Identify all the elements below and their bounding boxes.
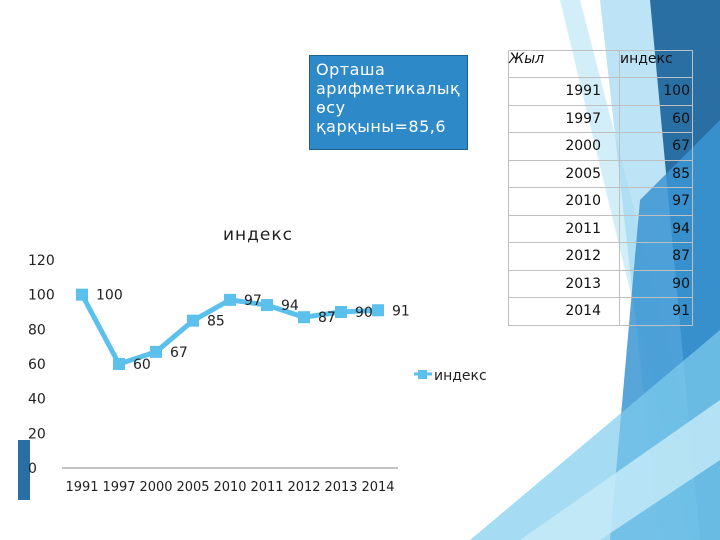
table-cell-year: 2013: [508, 269, 620, 298]
series-point: [76, 288, 88, 301]
x-tick-label: 2000: [139, 480, 172, 495]
data-label: 100: [96, 288, 123, 304]
table-row: 2010 97: [508, 187, 693, 216]
data-label: 85: [207, 314, 225, 330]
table-row: 2005 85: [508, 159, 693, 188]
table-row: 2012 87: [508, 242, 693, 271]
chart-title: индекс: [223, 225, 293, 245]
table-cell-year: 2000: [508, 132, 620, 161]
data-label: 94: [281, 298, 299, 314]
table-cell-index: 90: [619, 269, 693, 298]
table-cell-year: 2014: [508, 297, 620, 326]
table-row: 2014 91: [508, 297, 693, 326]
data-label: 97: [244, 293, 262, 309]
series-point: [372, 304, 384, 317]
series-point: [224, 293, 236, 306]
legend: индекс: [414, 368, 487, 384]
table-header-year: Жыл: [508, 50, 620, 78]
series-markers: [76, 288, 384, 370]
x-tick-label: 2011: [250, 480, 283, 495]
table-row: 2011 94: [508, 214, 693, 243]
x-tick-label: 2005: [176, 480, 209, 495]
table-header-index: индекс: [619, 50, 693, 78]
x-tick-label: 2010: [213, 480, 246, 495]
legend-label: индекс: [434, 368, 487, 384]
x-tick-label: 1991: [65, 480, 98, 495]
legend-marker: [418, 370, 427, 379]
table-row: 2000 67: [508, 132, 693, 161]
data-label: 87: [318, 310, 336, 326]
x-tick-label: 1997: [102, 480, 135, 495]
series-point: [335, 306, 347, 318]
series-point: [150, 345, 162, 358]
table-cell-year: 2010: [508, 187, 620, 216]
average-growth-callout: Орташа арифметикалық өсу қарқыны=85,6: [309, 55, 468, 150]
table-cell-index: 97: [619, 187, 693, 216]
x-tick-label: 2013: [324, 480, 357, 495]
deco-left-strip: [18, 440, 30, 500]
table-cell-index: 94: [619, 214, 693, 243]
table-cell-year: 1997: [508, 104, 620, 133]
table-row: 1997 60: [508, 104, 693, 133]
y-tick-label: 0: [28, 461, 37, 477]
y-tick-label: 100: [28, 288, 55, 304]
table-cell-index: 60: [619, 104, 693, 133]
data-label: 67: [170, 345, 188, 361]
data-label: 60: [133, 357, 151, 373]
series-point: [261, 299, 273, 312]
series-point: [113, 358, 125, 370]
y-tick-label: 80: [28, 322, 46, 338]
y-tick-label: 20: [28, 426, 46, 442]
data-label: 90: [355, 305, 373, 321]
table-cell-year: 1991: [508, 77, 620, 106]
data-label: 91: [392, 303, 410, 319]
table-cell-index: 91: [619, 297, 693, 326]
table-body: Жыл индекс 1991 100 1997 60 2000 67 2005 85 2010…: [508, 50, 693, 326]
series-point: [298, 311, 310, 324]
deco-band-bottom-light: [520, 400, 720, 540]
y-tick-label: 120: [28, 253, 55, 269]
table-cell-index: 85: [619, 159, 693, 188]
x-axis-ticks: 1991 1997 2000 2005 2010 2011 2012 2013 2014: [65, 480, 394, 495]
table-row: 2013 90: [508, 269, 693, 298]
table-header-row: Жыл индекс: [508, 50, 693, 78]
table-cell-year: 2012: [508, 242, 620, 271]
series-point: [187, 314, 199, 327]
y-axis-ticks: 0 20 40 60 80 100 120: [28, 253, 55, 477]
table-cell-index: 67: [619, 132, 693, 161]
y-tick-label: 60: [28, 357, 46, 373]
table-cell-year: 2005: [508, 159, 620, 188]
table-cell-year: 2011: [508, 214, 620, 243]
data-table: Жыл индекс 1991 100 1997 60 2000 67 2005 85 2010…: [508, 50, 693, 326]
x-tick-label: 2012: [287, 480, 320, 495]
data-labels: 100 60 67 85 97 94 87 90 91: [96, 288, 410, 373]
x-tick-label: 2014: [361, 480, 394, 495]
y-tick-label: 40: [28, 392, 46, 408]
